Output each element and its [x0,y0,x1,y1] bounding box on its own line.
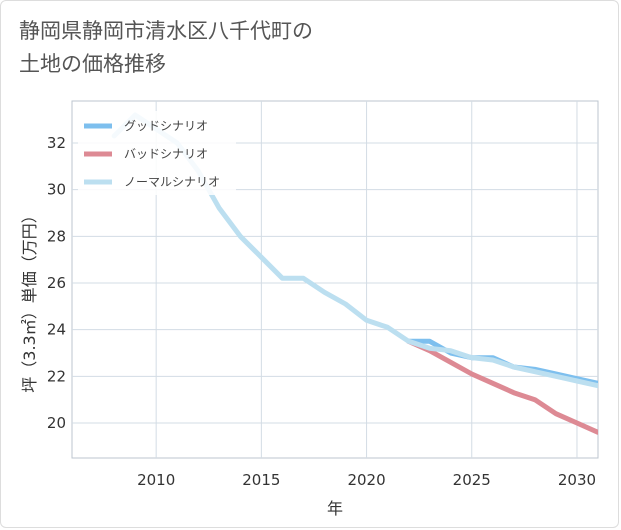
legend-label: ノーマルシナリオ [124,175,220,189]
legend-label: グッドシナリオ [124,119,208,133]
x-axis-title: 年 [327,499,343,518]
y-tick-label: 24 [47,321,66,339]
x-tick-label: 2020 [347,471,385,489]
y-tick-label: 28 [47,227,66,245]
x-tick-label: 2010 [137,471,175,489]
plot-area-border [71,100,599,459]
y-tick-label: 22 [47,367,66,385]
x-tick-label: 2015 [242,471,280,489]
chart-title-line2: 土地の価格推移 [19,52,166,76]
series-line-1 [406,338,598,435]
x-tick-label: 2030 [558,471,596,489]
x-tick-label: 2025 [453,471,491,489]
chart-title-line1: 静岡県静岡市清水区八千代町の [19,19,313,43]
chart-title: 静岡県静岡市清水区八千代町の 土地の価格推移 [19,15,313,81]
y-tick-label: 26 [47,274,66,292]
y-axis-title: 坪（3.3㎡）単価（万円） [20,207,39,392]
legend-label: バッドシナリオ [124,147,208,161]
y-tick-label: 20 [47,414,66,432]
y-tick-label: 30 [47,181,66,199]
y-tick-label: 32 [47,134,66,152]
